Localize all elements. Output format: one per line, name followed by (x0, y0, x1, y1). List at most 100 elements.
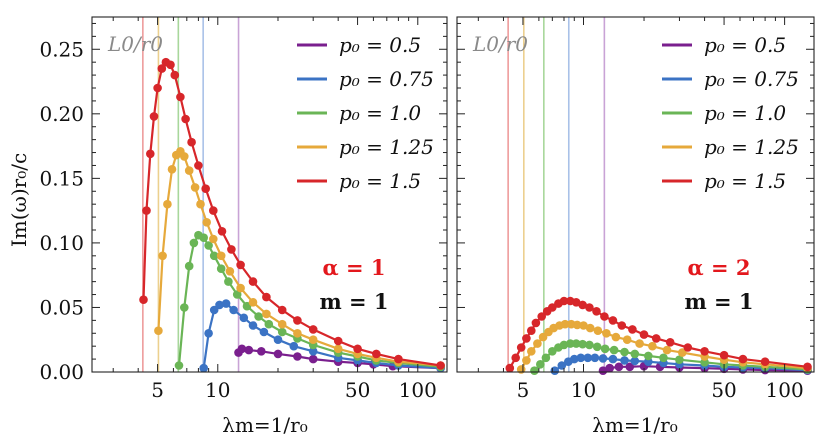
data-point (225, 267, 235, 276)
data-point (608, 354, 618, 364)
data-point (239, 313, 249, 323)
data-point (196, 199, 205, 209)
data-point (224, 277, 233, 286)
data-point (571, 339, 581, 348)
data-point (620, 347, 629, 357)
data-point (293, 329, 302, 338)
data-point (665, 338, 675, 347)
y-tick-label: 0.15 (39, 166, 84, 190)
x-tick-label: 50 (711, 378, 736, 402)
data-point (244, 345, 254, 355)
data-point (202, 218, 211, 227)
data-point (139, 295, 148, 305)
data-point (557, 361, 567, 370)
data-point (611, 332, 621, 342)
data-point (630, 356, 640, 366)
annotation-m: m = 1 (319, 289, 388, 314)
data-point (163, 199, 172, 209)
data-point (176, 92, 185, 102)
data-point (199, 363, 208, 373)
legend-label: p₀ = 1.5 (704, 169, 786, 193)
data-point (259, 327, 269, 337)
data-point (560, 319, 570, 329)
data-point (644, 351, 653, 361)
reference-label: L0/r0 (107, 32, 163, 56)
legend-label: p₀ = 1.5 (339, 169, 421, 193)
data-point (648, 341, 657, 351)
annotation-alpha: α = 1 (323, 255, 386, 280)
annotation-m: m = 1 (684, 289, 753, 314)
data-point (293, 316, 302, 325)
data-point (719, 350, 729, 360)
plot-frame (456, 16, 815, 373)
data-point (600, 344, 610, 354)
data-point (209, 305, 219, 315)
data-point (204, 241, 213, 250)
data-point (146, 149, 155, 159)
data-point (333, 344, 343, 354)
data-point (578, 300, 587, 310)
series-line (177, 233, 441, 368)
x-tick-label: 10 (205, 378, 230, 402)
data-point (620, 356, 629, 365)
data-point (167, 165, 177, 174)
data-point (209, 206, 218, 215)
data-point (187, 137, 196, 147)
data-point (570, 354, 579, 364)
data-point (394, 354, 403, 364)
series-4 (505, 296, 812, 373)
data-point (522, 356, 531, 365)
data-point (184, 166, 194, 175)
data-point (505, 363, 515, 373)
data-point (662, 345, 672, 355)
data-point (516, 343, 526, 352)
y-axis-label: Im(ω)r₀/c (7, 153, 31, 247)
data-point (189, 238, 199, 248)
data-point (536, 360, 545, 369)
y-tick-label: 0.20 (39, 102, 84, 126)
legend-label: p₀ = 0.75 (339, 67, 434, 91)
y-tick-labels: 0.00 0.05 0.10 0.15 0.20 0.25 (39, 37, 84, 384)
data-point (608, 316, 618, 325)
data-point (590, 353, 600, 363)
data-point (204, 329, 213, 338)
legend-label: p₀ = 1.0 (704, 101, 786, 125)
data-point (537, 312, 546, 321)
data-point (602, 329, 611, 338)
data-point (605, 363, 614, 373)
data-point (738, 354, 748, 364)
data-point (180, 303, 189, 312)
data-point (229, 305, 238, 315)
data-point (293, 352, 302, 361)
data-point (308, 325, 318, 334)
data-point (277, 319, 287, 329)
data-point (232, 290, 242, 299)
data-point (264, 319, 274, 329)
x-tick-label: 5 (517, 378, 530, 402)
y-tick-label: 0.10 (39, 231, 84, 255)
data-point (760, 357, 770, 367)
annotation-alpha: α = 2 (688, 255, 751, 280)
data-point (227, 245, 236, 254)
data-point (236, 283, 245, 293)
legend-label: p₀ = 0.5 (704, 33, 786, 57)
data-point (593, 326, 603, 336)
data-point (639, 330, 649, 339)
data-point (257, 347, 266, 356)
data-point (248, 277, 258, 286)
data-point (635, 339, 644, 348)
data-point (209, 251, 219, 261)
data-point (436, 361, 445, 370)
data-point (550, 366, 560, 376)
data-point (166, 60, 175, 70)
data-point (262, 292, 271, 302)
y-tick-label: 0.05 (39, 295, 84, 319)
x-tick-label: 5 (151, 378, 164, 402)
panel-alpha-2: 5 10 50 100 L0/r0 p₀ = 0.5 p₀ = 0.75 p₀ = 1.0 p₀… (456, 16, 815, 402)
data-point (625, 362, 635, 372)
data-point (248, 321, 258, 330)
data-point (273, 349, 283, 359)
data-point (628, 325, 637, 334)
data-point (308, 335, 318, 345)
data-point (572, 320, 582, 330)
